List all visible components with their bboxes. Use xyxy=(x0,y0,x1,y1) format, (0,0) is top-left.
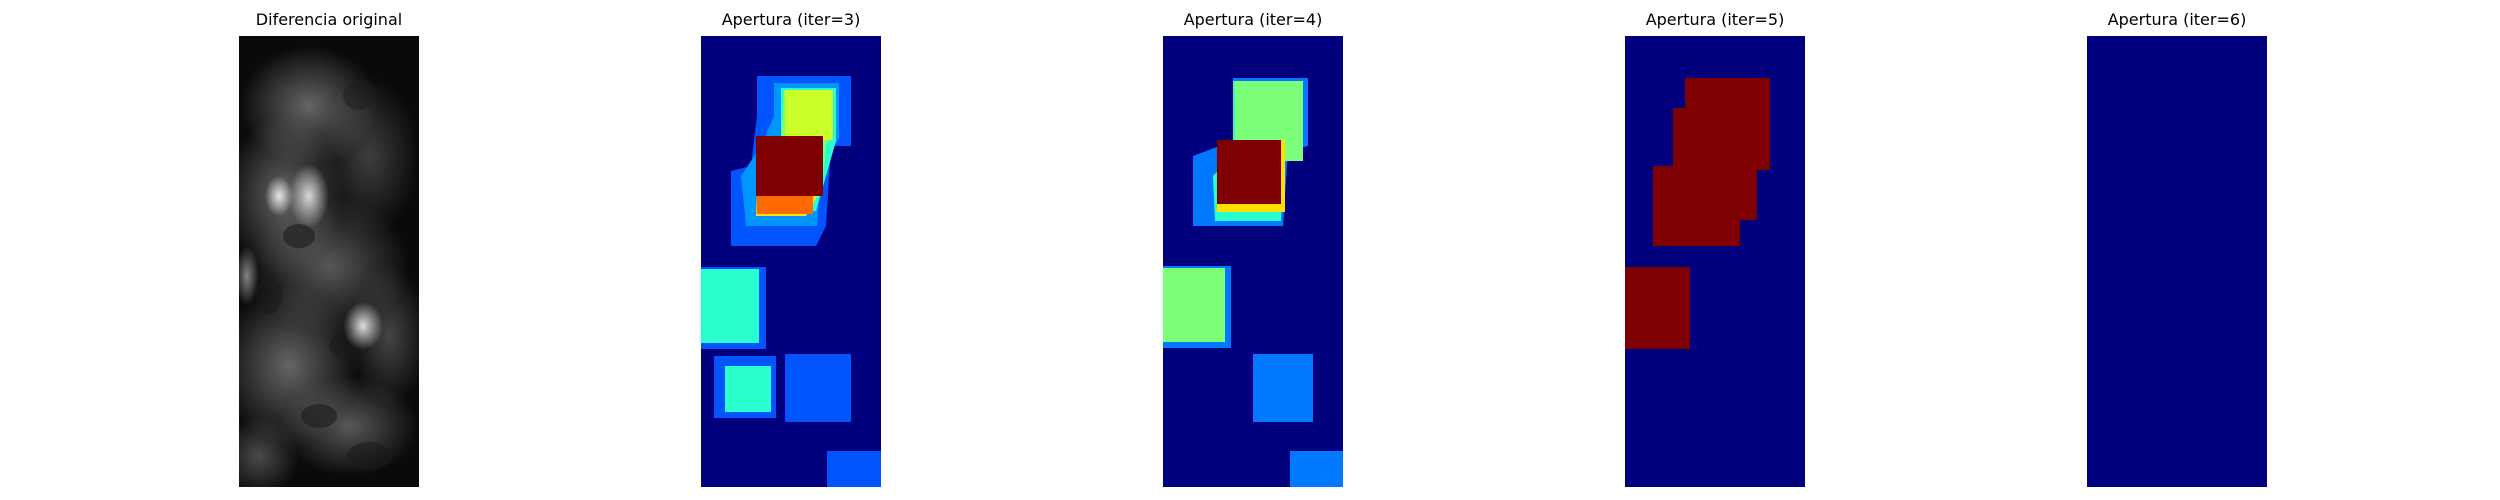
panel-title: Diferencia original xyxy=(255,10,403,29)
panel-title: Apertura (iter=6) xyxy=(2107,10,2247,29)
opening-iter-6-image xyxy=(2087,36,2267,487)
grayscale-difference-image xyxy=(239,36,419,487)
opening-iter-3-image xyxy=(701,36,881,487)
panel-original-difference: Diferencia original xyxy=(239,0,419,500)
panel-title: Apertura (iter=4) xyxy=(1183,10,1323,29)
panel-title: Apertura (iter=3) xyxy=(721,10,861,29)
panel-opening-iter-5: Apertura (iter=5) xyxy=(1625,0,1805,500)
opening-iter-5-image xyxy=(1625,36,1805,487)
opening-iter-4-image xyxy=(1163,36,1343,487)
panel-opening-iter-3: Apertura (iter=3) xyxy=(701,0,881,500)
panel-opening-iter-4: Apertura (iter=4) xyxy=(1163,0,1343,500)
panel-title: Apertura (iter=5) xyxy=(1645,10,1785,29)
panel-opening-iter-6: Apertura (iter=6) xyxy=(2087,0,2267,500)
